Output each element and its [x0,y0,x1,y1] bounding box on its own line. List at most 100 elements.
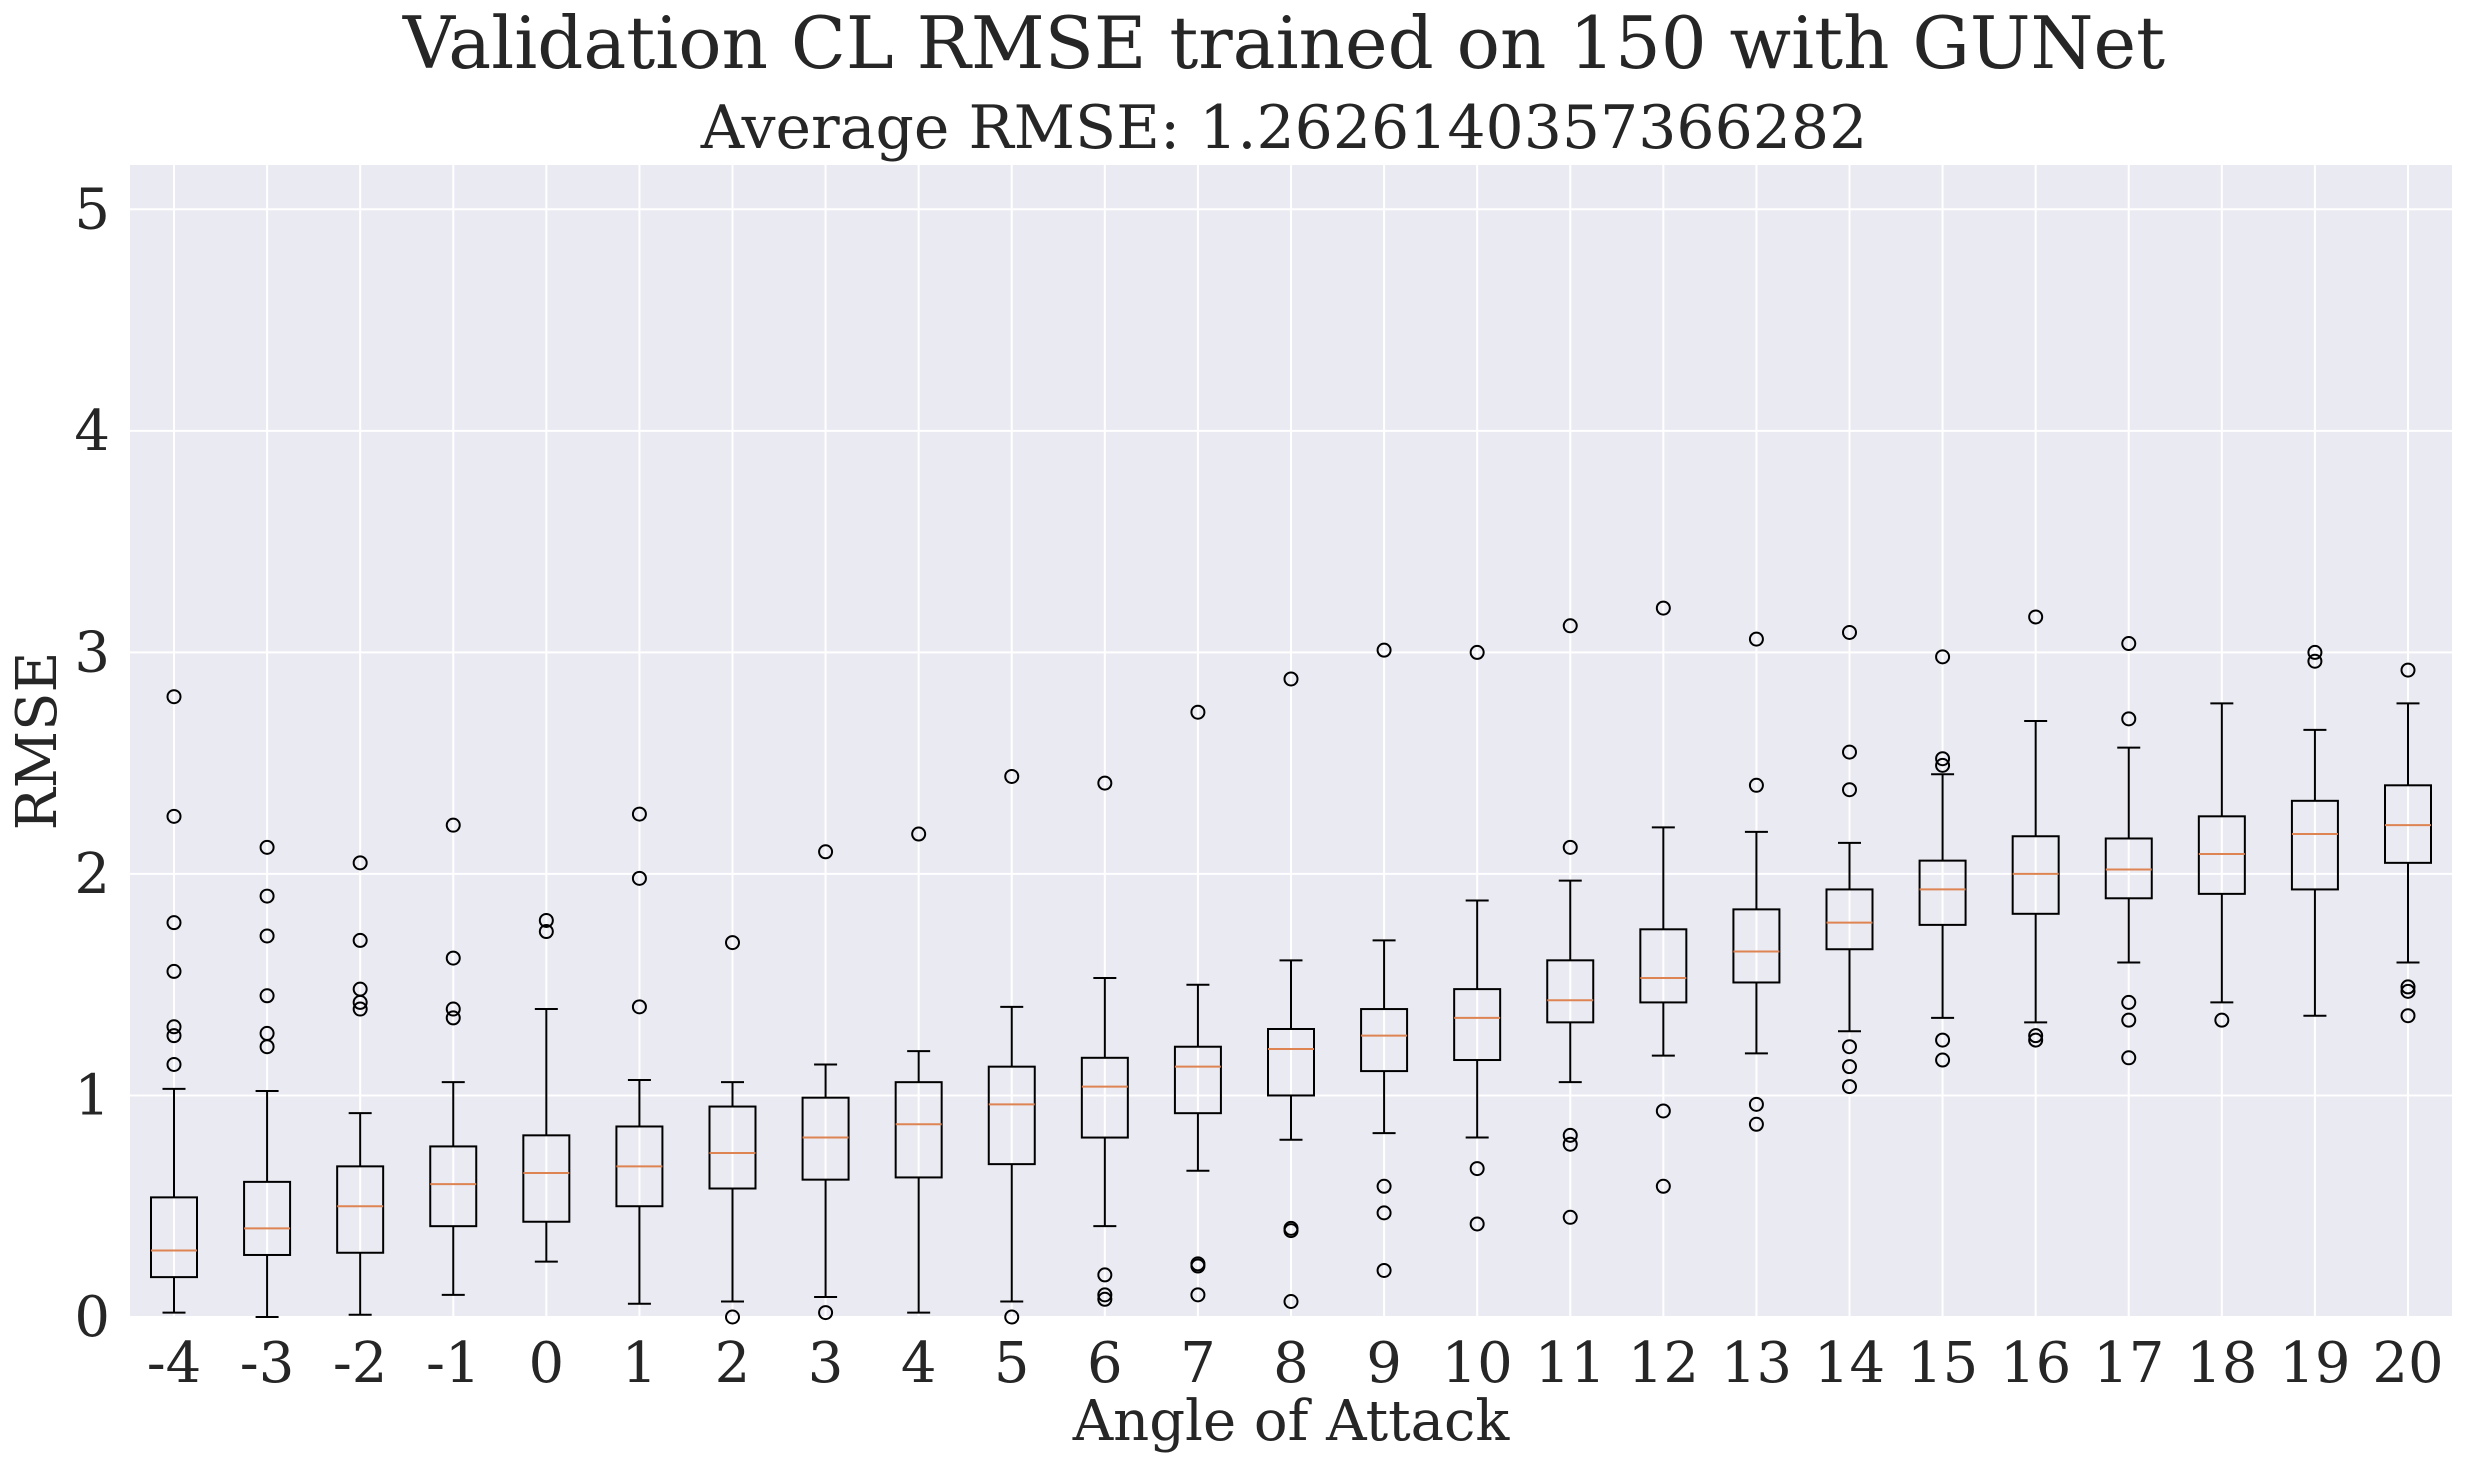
x-tick-label: 11 [1535,1331,1606,1396]
x-tick-label: 16 [2000,1331,2071,1396]
y-axis-ticks: 0 1 2 3 4 5 [74,177,110,1350]
outlier-point [1283,671,1299,687]
x-axis-ticks: -4 -3 -2 -1 0 1 2 3 4 5 6 7 8 9 10 11 12 13 14 15 16 17 18 19 20 [147,1331,2444,1396]
outlier-point [352,932,368,948]
outlier-point [1748,777,1764,793]
x-tick-label: -3 [240,1331,295,1396]
box-5 [987,768,1036,1325]
outlier-point [166,963,182,979]
x-tick-label: 6 [1087,1331,1123,1396]
outlier-point [2307,644,2323,660]
outlier-point [1748,631,1764,647]
x-tick-label: -2 [333,1331,388,1396]
box-13 [1732,631,1781,1132]
outlier-point [1655,1178,1671,1194]
outlier-point [1376,1205,1392,1221]
outlier-point [1748,1116,1764,1132]
outlier-point [818,844,834,860]
outlier-point [1935,649,1951,665]
x-tick-label: 18 [2186,1331,2257,1396]
iqr-box [1173,1045,1222,1115]
outlier-point [911,826,927,842]
outlier-point [631,870,647,886]
outlier-point [2400,983,2416,999]
outlier-point [631,806,647,822]
outlier-point [1562,1127,1578,1143]
box-3 [801,844,850,1321]
x-tick-label: 17 [2093,1331,2164,1396]
outlier-point [445,817,461,833]
outlier-point [2121,711,2137,727]
outlier-point [2028,1032,2044,1048]
x-tick-label: 10 [1442,1331,1513,1396]
outlier-point [445,1001,461,1017]
outlier-point [166,1028,182,1044]
iqr-box [1267,1028,1315,1097]
outlier-point [1283,1220,1299,1236]
x-tick-label: -4 [147,1331,202,1396]
y-tick-label: 4 [74,399,110,464]
outlier-point [1097,1287,1113,1303]
outlier-point [538,912,554,928]
x-tick-label: 1 [622,1331,658,1396]
iqr-box [243,1180,292,1256]
x-tick-label: 2 [715,1331,751,1396]
box-7 [1173,704,1222,1303]
x-tick-label: 5 [994,1331,1030,1396]
box-9 [1360,642,1409,1278]
outlier-point [445,1010,461,1026]
box-19 [2290,644,2339,1017]
outlier-point [1097,1267,1113,1283]
box-11 [1546,618,1595,1225]
iqr-box [1639,928,1688,1004]
outlier-point [1562,1209,1578,1225]
outlier-point [1376,1262,1392,1278]
outlier-point [1562,1136,1578,1152]
y-axis-label: RMSE [5,652,70,831]
x-tick-label: 19 [2279,1331,2350,1396]
outlier-point [1097,775,1113,791]
iqr-box [2290,799,2339,891]
outlier-point [1004,768,1020,784]
outlier-point [2400,1008,2416,1024]
outlier-point [259,988,275,1004]
x-tick-label: 3 [808,1331,844,1396]
box--3 [243,839,292,1318]
y-tick-label: 1 [74,1063,110,1128]
outlier-point [1935,1052,1951,1068]
y-tick-label: 2 [74,842,110,907]
chart-subtitle: Average RMSE: 1.2626140357366282 [700,93,1868,163]
outlier-point [2214,1012,2230,1028]
iqr-box [894,1081,943,1179]
box-12 [1639,600,1688,1194]
iqr-box [522,1134,571,1223]
outlier-point [1655,1103,1671,1119]
box--4 [150,689,198,1314]
x-axis-label: Angle of Attack [1072,1389,1511,1454]
outlier-point [166,1056,182,1072]
chart-title: Validation CL RMSE trained on 150 with G… [402,1,2165,85]
outlier-point [1842,782,1857,798]
outlier-point [1562,618,1578,634]
outlier-point [1842,744,1857,760]
iqr-box [2104,837,2153,900]
outlier-point [2307,653,2323,669]
outlier-point [2121,1012,2137,1028]
box-10 [1453,644,1502,1232]
outlier-point [445,950,461,966]
x-tick-label: 7 [1180,1331,1216,1396]
outlier-point [352,981,368,997]
box-2 [708,935,757,1325]
x-tick-label: 8 [1273,1331,1309,1396]
iqr-box [1546,959,1595,1024]
iqr-box [2384,784,2432,864]
iqr-box [1825,888,1874,951]
outlier-point [1935,757,1951,773]
x-tick-label: 4 [901,1331,937,1396]
box-14 [1825,624,1874,1095]
outlier-point [1655,600,1671,616]
outlier-point [166,808,182,824]
outlier-point [2121,994,2137,1010]
box-15 [1918,649,1967,1068]
